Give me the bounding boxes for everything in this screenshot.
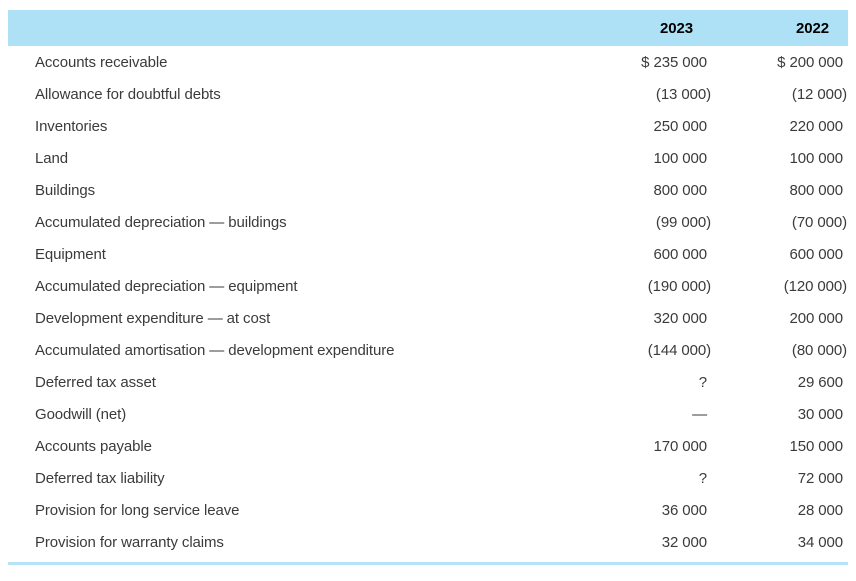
row-label: Accumulated amortisation — development e…: [35, 341, 395, 359]
row-label: Deferred tax liability: [35, 469, 165, 487]
row-label: Provision for long service leave: [35, 501, 240, 519]
value-2022: 34 000: [797, 533, 843, 551]
row-label: Allowance for doubtful debts: [35, 85, 221, 103]
row-label: Deferred tax asset: [35, 373, 156, 391]
table-row: Goodwill (net) — 30 000: [8, 398, 848, 430]
table-row: Deferred tax liability ? 72 000: [8, 462, 848, 494]
value-2022: (120 000): [783, 277, 847, 295]
value-2023: (13 000): [655, 85, 711, 103]
table-row: Development expenditure — at cost 320 00…: [8, 302, 848, 334]
table-row: Allowance for doubtful debts (13 000) (1…: [8, 78, 848, 110]
row-label: Provision for warranty claims: [35, 533, 224, 551]
row-label: Accounts payable: [35, 437, 152, 455]
value-2022: (12 000): [791, 85, 847, 103]
table-row: Equipment 600 000 600 000: [8, 238, 848, 270]
row-label: Buildings: [35, 181, 95, 199]
value-2023: ?: [698, 373, 707, 391]
value-2022: 800 000: [789, 181, 843, 199]
value-2022: 30 000: [797, 405, 843, 423]
table-row: Land 100 000 100 000: [8, 142, 848, 174]
financial-table: 2023 2022 Accounts receivable $ 235 000 …: [8, 10, 848, 565]
value-2023: —: [692, 405, 707, 423]
table-body: Accounts receivable $ 235 000 $ 200 000 …: [8, 46, 848, 565]
table-row: Deferred tax asset ? 29 600: [8, 366, 848, 398]
table-header-row: 2023 2022: [8, 10, 848, 46]
row-label: Land: [35, 149, 68, 167]
table-row: Provision for long service leave 36 000 …: [8, 494, 848, 526]
value-2023: (190 000): [647, 277, 711, 295]
value-2023: 36 000: [661, 501, 707, 519]
value-2023: 250 000: [653, 117, 707, 135]
value-2023: (99 000): [655, 213, 711, 231]
value-2022: (70 000): [791, 213, 847, 231]
column-header-2023: 2023: [660, 19, 693, 37]
row-label: Goodwill (net): [35, 405, 127, 423]
table-row: Accounts payable 170 000 150 000: [8, 430, 848, 462]
value-2022: 600 000: [789, 245, 843, 263]
value-2023: 100 000: [653, 149, 707, 167]
value-2022: 150 000: [789, 437, 843, 455]
row-label: Accumulated depreciation — buildings: [35, 213, 287, 231]
row-label: Accumulated depreciation — equipment: [35, 277, 298, 295]
table-row: Accumulated depreciation — buildings (99…: [8, 206, 848, 238]
table-row: Accumulated amortisation — development e…: [8, 334, 848, 366]
table-row: Provision for warranty claims 32 000 34 …: [8, 526, 848, 558]
value-2022: 100 000: [789, 149, 843, 167]
value-2023: 800 000: [653, 181, 707, 199]
row-label: Accounts receivable: [35, 53, 168, 71]
row-label: Inventories: [35, 117, 108, 135]
table-row: Buildings 800 000 800 000: [8, 174, 848, 206]
row-label: Development expenditure — at cost: [35, 309, 271, 327]
value-2023: ?: [698, 469, 707, 487]
value-2022: 72 000: [797, 469, 843, 487]
value-2023: 32 000: [661, 533, 707, 551]
value-2023: 600 000: [653, 245, 707, 263]
value-2023: $ 235 000: [641, 53, 707, 71]
column-header-2022: 2022: [796, 19, 829, 37]
value-2022: (80 000): [791, 341, 847, 359]
value-2022: 220 000: [789, 117, 843, 135]
value-2022: 28 000: [797, 501, 843, 519]
value-2022: 29 600: [797, 373, 843, 391]
value-2022: $ 200 000: [777, 53, 843, 71]
table-row: Accounts receivable $ 235 000 $ 200 000: [8, 46, 848, 78]
value-2022: 200 000: [789, 309, 843, 327]
value-2023: 170 000: [653, 437, 707, 455]
table-row: Accumulated depreciation — equipment (19…: [8, 270, 848, 302]
table-row: Inventories 250 000 220 000: [8, 110, 848, 142]
value-2023: (144 000): [647, 341, 711, 359]
row-label: Equipment: [35, 245, 106, 263]
value-2023: 320 000: [653, 309, 707, 327]
